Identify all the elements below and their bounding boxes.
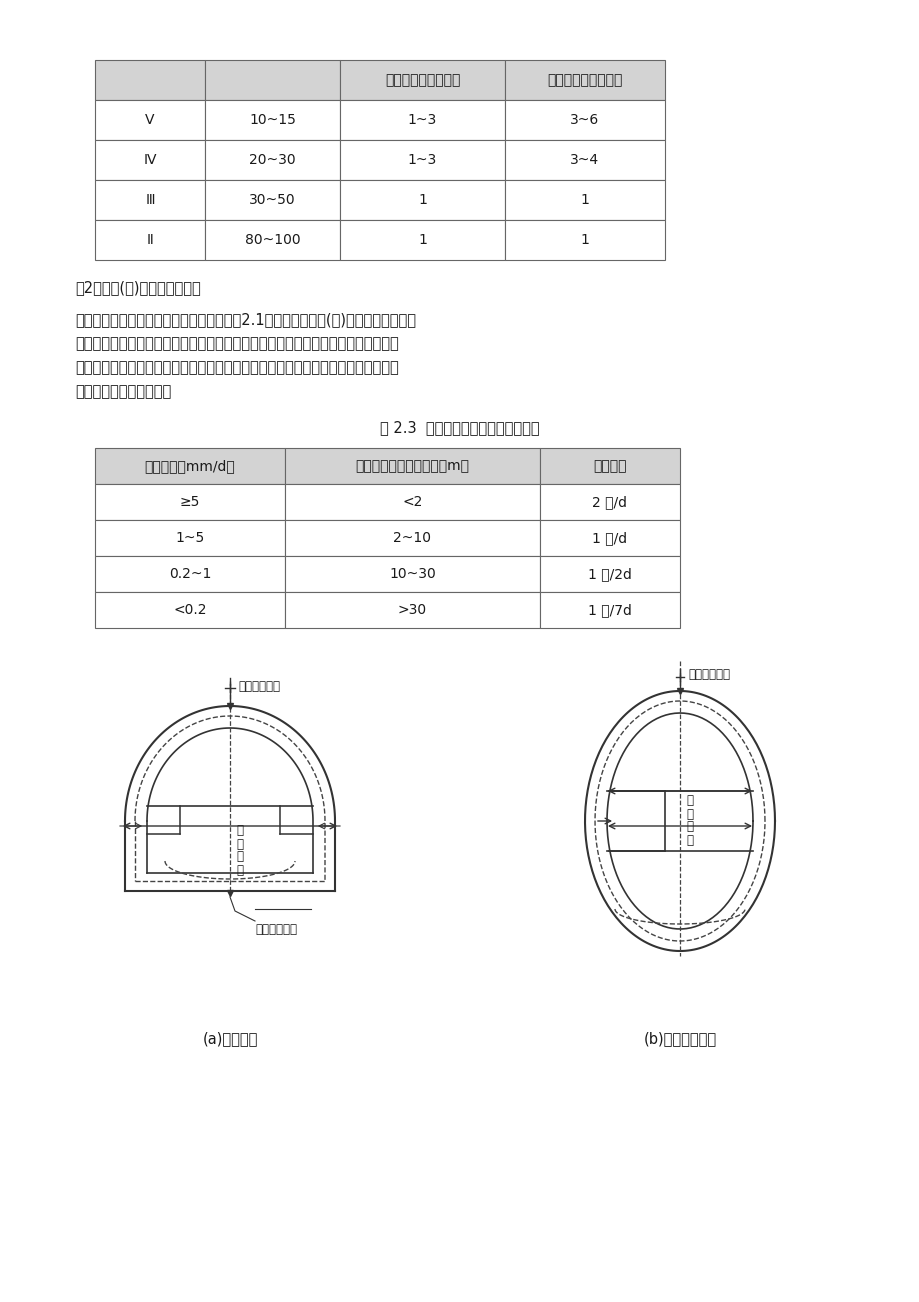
Text: 等情况选择性进行布置。: 等情况选择性进行布置。 — [75, 384, 171, 398]
Text: 1: 1 — [417, 233, 426, 247]
Text: V: V — [145, 113, 154, 128]
Text: 拱顶下沉测点（个）: 拱顶下沉测点（个） — [384, 73, 460, 87]
Bar — [539, 519, 679, 556]
Bar — [505, 60, 664, 100]
Text: 线: 线 — [686, 833, 693, 846]
Bar — [340, 141, 505, 180]
Bar — [340, 180, 505, 220]
Text: 量测断面距开挖面距离（m）: 量测断面距开挖面距离（m） — [355, 460, 469, 473]
Text: 1 次/2d: 1 次/2d — [587, 566, 631, 581]
Text: Ⅲ: Ⅲ — [145, 193, 154, 207]
Text: 拱顶下沉测点: 拱顶下沉测点 — [238, 680, 279, 693]
Bar — [505, 180, 664, 220]
Text: 中: 中 — [686, 820, 693, 833]
Text: 1~3: 1~3 — [407, 154, 437, 167]
Bar — [285, 519, 539, 556]
Bar — [205, 60, 340, 100]
Text: 10~30: 10~30 — [389, 566, 436, 581]
Text: 20~30: 20~30 — [249, 154, 296, 167]
Text: 80~100: 80~100 — [244, 233, 300, 247]
Bar — [340, 60, 505, 100]
Bar — [505, 220, 664, 260]
Bar — [505, 141, 664, 180]
Text: (b)单侧壁导坑法: (b)单侧壁导坑法 — [642, 1031, 716, 1046]
Bar — [285, 556, 539, 592]
Text: 1 次/d: 1 次/d — [592, 531, 627, 546]
Text: 10~15: 10~15 — [249, 113, 296, 128]
Text: Ⅱ: Ⅱ — [146, 233, 153, 247]
Text: ≥5: ≥5 — [179, 495, 200, 509]
Bar — [95, 100, 205, 141]
Text: 线: 线 — [236, 863, 244, 876]
Text: <2: <2 — [402, 495, 422, 509]
Text: 底部隆起量测: 底部隆起量测 — [255, 923, 297, 936]
Bar — [95, 519, 285, 556]
Bar — [285, 592, 539, 628]
Text: 1: 1 — [580, 193, 589, 207]
Text: 1 次/7d: 1 次/7d — [587, 603, 631, 617]
Text: 30~50: 30~50 — [249, 193, 296, 207]
Bar — [340, 100, 505, 141]
Text: 2 次/d: 2 次/d — [592, 495, 627, 509]
Text: 1~3: 1~3 — [407, 113, 437, 128]
Text: 洞周收敛测线（条）: 洞周收敛测线（条） — [547, 73, 622, 87]
Text: 0.2~1: 0.2~1 — [168, 566, 211, 581]
Text: 位移速度（mm/d）: 位移速度（mm/d） — [144, 460, 235, 473]
Text: 作对工程施工的影响。底部隆起测点的布置重点结合开挖后岩体质量、水文地质条件: 作对工程施工的影响。底部隆起测点的布置重点结合开挖后岩体质量、水文地质条件 — [75, 359, 398, 375]
Bar — [95, 592, 285, 628]
Bar — [205, 180, 340, 220]
Bar — [95, 141, 205, 180]
Bar — [205, 100, 340, 141]
Text: 2~10: 2~10 — [393, 531, 431, 546]
Bar — [539, 448, 679, 484]
Text: <0.2: <0.2 — [173, 603, 207, 617]
Bar — [95, 484, 285, 519]
Text: 拱顶下沉测点: 拱顶下沉测点 — [687, 668, 729, 681]
Text: 3~4: 3~4 — [570, 154, 599, 167]
Text: （2）测点(线)布置原则及形式: （2）测点(线)布置原则及形式 — [75, 280, 200, 296]
Bar — [539, 592, 679, 628]
Text: 隙: 隙 — [686, 794, 693, 807]
Bar — [340, 220, 505, 260]
Bar — [505, 100, 664, 141]
Bar — [539, 484, 679, 519]
Text: 道: 道 — [686, 807, 693, 820]
Text: 1: 1 — [580, 233, 589, 247]
Text: 隙: 隙 — [236, 824, 244, 837]
Text: 中: 中 — [236, 850, 244, 863]
Text: 道: 道 — [236, 837, 244, 850]
Bar — [285, 448, 539, 484]
Bar — [95, 448, 285, 484]
Text: 1: 1 — [417, 193, 426, 207]
Bar — [539, 556, 679, 592]
Text: 室断面的形状和大小决定，其原则是能量测到岩体的最大变形。同时还需考虑观测工: 室断面的形状和大小决定，其原则是能量测到岩体的最大变形。同时还需考虑观测工 — [75, 336, 398, 352]
Bar — [95, 220, 205, 260]
Bar — [95, 180, 205, 220]
Text: 1~5: 1~5 — [176, 531, 204, 546]
Text: 量测频率: 量测频率 — [593, 460, 626, 473]
Text: IV: IV — [143, 154, 156, 167]
Text: (a)短台阶法: (a)短台阶法 — [202, 1031, 257, 1046]
Text: 不同开挖工法下的测线测点布置图见图2.1。现场实际测点(线)布置时，要根据洞: 不同开挖工法下的测线测点布置图见图2.1。现场实际测点(线)布置时，要根据洞 — [75, 312, 415, 327]
Text: 3~6: 3~6 — [570, 113, 599, 128]
Text: >30: >30 — [398, 603, 426, 617]
Bar — [285, 484, 539, 519]
Bar — [205, 220, 340, 260]
Bar — [95, 60, 205, 100]
Bar — [205, 141, 340, 180]
Text: 表 2.3  拱顶下沉与周边收敛监测频率: 表 2.3 拱顶下沉与周边收敛监测频率 — [380, 421, 539, 435]
Bar — [95, 556, 285, 592]
